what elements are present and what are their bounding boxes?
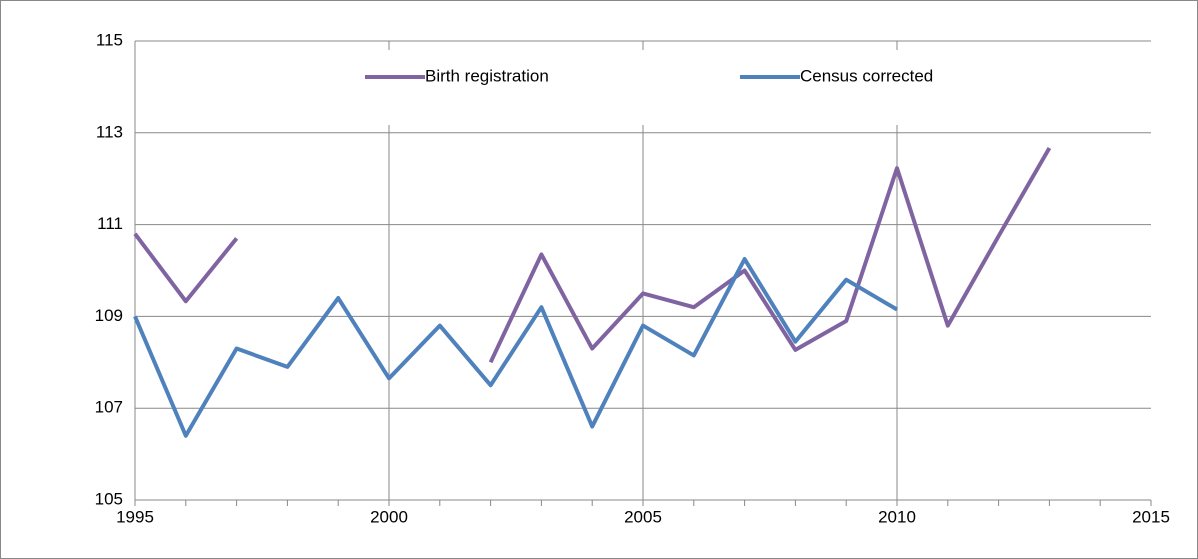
y-tick-label: 107	[95, 398, 123, 417]
y-tick-label: 111	[97, 214, 123, 233]
series-line	[133, 257, 899, 438]
y-tick-label: 105	[95, 489, 123, 508]
y-tick-label: 109	[95, 306, 123, 325]
x-tick-label: 2005	[624, 507, 662, 526]
series-line	[133, 232, 239, 304]
legend-background	[300, 50, 1020, 125]
legend-label: Census corrected	[800, 66, 933, 85]
x-tick-label: 1995	[116, 507, 154, 526]
x-tick-label: 2010	[878, 507, 916, 526]
y-tick-label: 113	[96, 122, 123, 141]
legend-label: Birth registration	[425, 66, 549, 85]
y-tick-label: 115	[96, 30, 123, 49]
series-line	[488, 146, 1052, 364]
x-tick-label: 2015	[1132, 507, 1170, 526]
x-tick-label: 2000	[370, 507, 408, 526]
